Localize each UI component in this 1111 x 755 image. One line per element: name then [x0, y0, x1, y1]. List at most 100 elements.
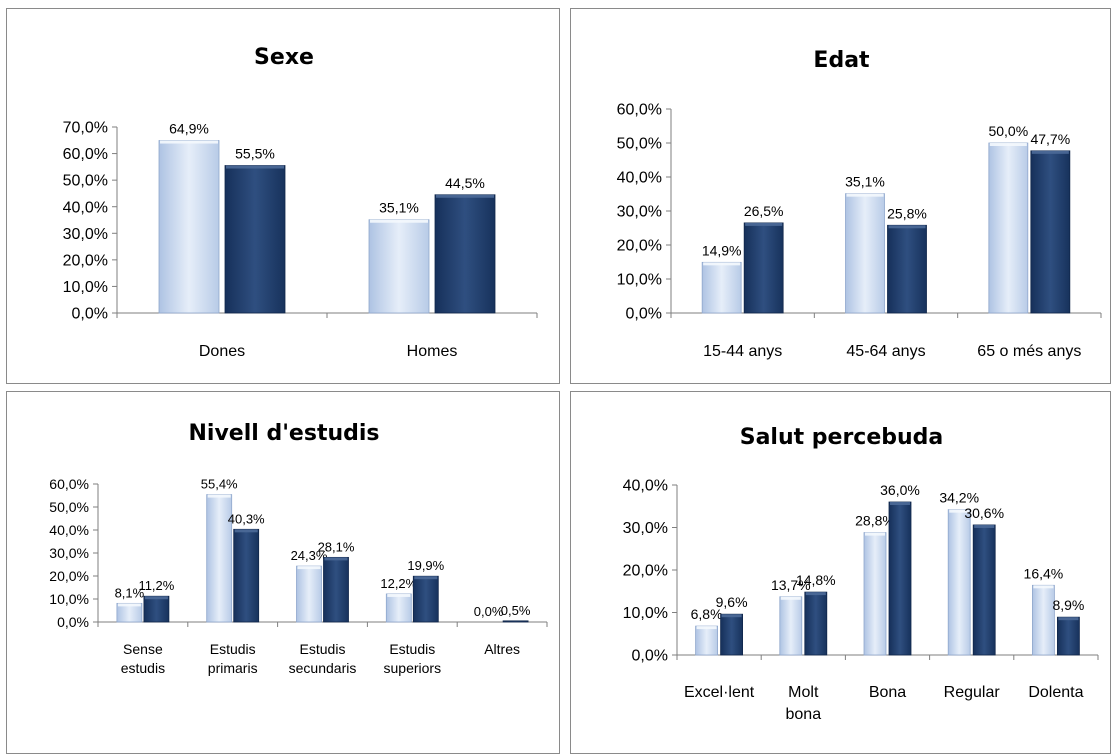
- chart-title: Edat: [813, 48, 870, 73]
- chart-title: Sexe: [254, 45, 314, 70]
- y-tick-label: 20,0%: [617, 238, 662, 255]
- y-tick-label: 40,0%: [617, 170, 662, 187]
- data-label: 19,9%: [407, 558, 444, 573]
- bar-series-2: [743, 222, 784, 314]
- bar-highlight: [949, 509, 970, 513]
- bar-highlight: [703, 262, 741, 266]
- data-label: 14,8%: [796, 572, 836, 588]
- y-tick-label: 40,0%: [49, 522, 89, 538]
- bar-series-1: [947, 509, 971, 656]
- y-tick-label: 10,0%: [49, 591, 89, 607]
- category-label: Bona: [869, 684, 906, 701]
- y-tick-label: 30,0%: [63, 226, 108, 243]
- y-tick-label: 0,0%: [632, 648, 668, 665]
- bar-highlight: [974, 524, 995, 528]
- y-tick-label: 30,0%: [617, 204, 662, 221]
- chart-nivell-estudis: Nivell d'estudis 0,0% 10,0% 20,0% 30,0% 40,0%…: [49, 421, 548, 676]
- bar-series-2: [720, 613, 744, 656]
- bar-highlight: [780, 596, 801, 600]
- bar-highlight: [387, 593, 411, 597]
- y-tick-label: 40,0%: [63, 199, 108, 216]
- bar-highlight: [721, 614, 742, 618]
- bar-series-2: [323, 556, 349, 623]
- bar-highlight: [745, 222, 783, 226]
- y-tick-label: 60,0%: [49, 476, 89, 492]
- category-label: Regular: [944, 684, 1001, 701]
- bar-highlight: [297, 566, 321, 570]
- bar-highlight: [207, 494, 231, 498]
- bar-highlight: [117, 603, 141, 607]
- data-label: 47,7%: [1030, 131, 1070, 147]
- chart-title: Salut percebuda: [740, 425, 944, 450]
- data-label: 64,9%: [169, 121, 209, 137]
- category-label: Dones: [199, 343, 245, 360]
- category-label: Dolenta: [1028, 684, 1083, 701]
- data-label: 35,1%: [845, 174, 885, 190]
- bar-highlight: [696, 626, 717, 630]
- bar-series-2: [972, 524, 996, 656]
- data-label: 8,9%: [1052, 597, 1084, 613]
- category-label: Homes: [407, 343, 458, 360]
- data-label: 0,0%: [474, 604, 504, 619]
- bar-series-1: [296, 565, 322, 623]
- y-tick-label: 20,0%: [63, 252, 108, 269]
- y-tick-label: 10,0%: [617, 272, 662, 289]
- data-label: 9,6%: [716, 594, 748, 610]
- bar-series-2: [502, 620, 529, 623]
- bar-series-1: [385, 593, 412, 623]
- chart-panel-edat: Edat 0,0% 10,0% 20,0% 30,0% 40,0% 50,0% 60,0% 15…: [570, 8, 1111, 384]
- bar-highlight: [370, 219, 428, 223]
- bar-series-1: [1031, 584, 1055, 656]
- data-label: 8,1%: [115, 585, 145, 600]
- y-tick-label: 50,0%: [617, 136, 662, 153]
- category-label: Molt bona: [786, 684, 822, 723]
- bar-highlight: [805, 592, 826, 596]
- data-label: 16,4%: [1024, 565, 1064, 581]
- data-label: 25,8%: [887, 205, 927, 221]
- data-label: 34,2%: [939, 490, 979, 506]
- chart-panel-sexe: Sexe 0,0% 10,0% 20,0% 30,0% 40,0% 50,0% 60,0% 70…: [6, 8, 560, 384]
- data-label: 28,8%: [855, 513, 895, 529]
- y-tick-label: 20,0%: [49, 568, 89, 584]
- bar-series-1: [206, 494, 233, 623]
- bar-series-2: [804, 591, 828, 656]
- data-label: 24,3%: [291, 548, 328, 563]
- bar-series-2: [233, 528, 260, 623]
- bar-series-2: [434, 194, 496, 314]
- data-label: 0,5%: [501, 603, 531, 618]
- bar-series-1: [368, 219, 430, 314]
- category-label: 45-64 anys: [846, 343, 925, 360]
- data-label: 12,2%: [380, 576, 417, 591]
- bar-highlight: [846, 193, 884, 197]
- bar-series-1: [988, 142, 1029, 314]
- y-tick-label: 30,0%: [49, 545, 89, 561]
- chart-edat: Edat 0,0% 10,0% 20,0% 30,0% 40,0% 50,0% 60,0% 15…: [617, 48, 1102, 360]
- bar-highlight: [234, 529, 258, 533]
- y-tick-label: 60,0%: [617, 102, 662, 119]
- bar-highlight: [888, 225, 926, 229]
- bar-highlight: [436, 194, 494, 198]
- data-label: 40,3%: [228, 511, 265, 526]
- data-label: 14,9%: [702, 242, 742, 258]
- data-label: 6,8%: [691, 606, 723, 622]
- chart-panel-salut-percebuda: Salut percebuda 0,0% 10,0% 20,0% 30,0% 40,0% E…: [570, 391, 1111, 754]
- y-tick-label: 40,0%: [623, 478, 668, 495]
- chart-title: Nivell d'estudis: [188, 421, 379, 446]
- y-tick-label: 70,0%: [63, 120, 108, 137]
- bar-series-2: [1030, 150, 1071, 314]
- bar-series-1: [701, 261, 742, 314]
- data-label: 11,2%: [138, 578, 174, 593]
- chart-salut-percebuda: Salut percebuda 0,0% 10,0% 20,0% 30,0% 40,0% E…: [623, 425, 1099, 723]
- bar-highlight: [414, 576, 438, 580]
- category-label: 65 o més anys: [977, 343, 1081, 360]
- bar-highlight: [865, 532, 885, 536]
- data-label: 26,5%: [744, 203, 784, 219]
- bar-highlight: [226, 165, 284, 169]
- data-label: 36,0%: [880, 482, 920, 498]
- bar-highlight: [160, 140, 218, 144]
- category-label: Estudis superiors: [384, 641, 442, 676]
- bar-highlight: [144, 596, 168, 600]
- bar-series-1: [779, 596, 803, 656]
- data-label: 44,5%: [445, 175, 485, 191]
- category-label: Excel·lent: [684, 684, 755, 701]
